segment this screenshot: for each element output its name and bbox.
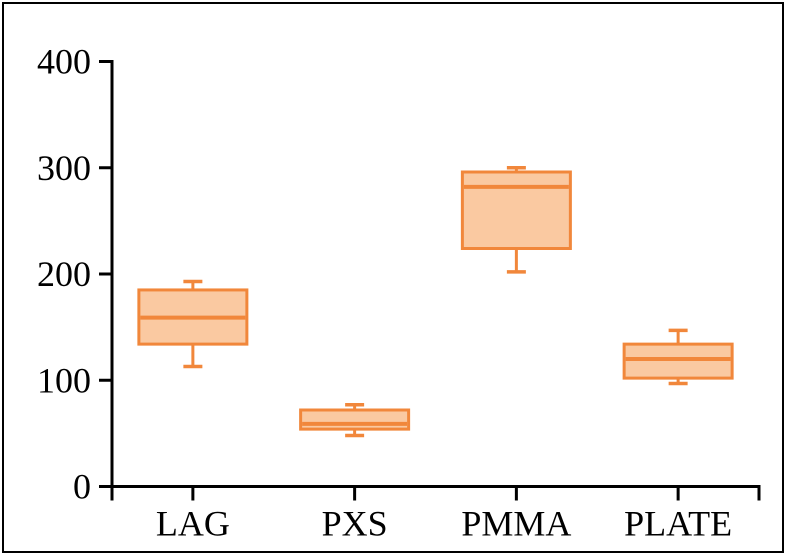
box-rect [460,170,572,250]
y-tick-label: 200 [37,254,91,294]
category-label: LAG [156,504,230,544]
y-tick-label: 100 [37,360,91,400]
y-tick-label: 0 [73,467,91,507]
category-label: PXS [322,504,388,544]
category-label: PMMA [461,504,571,544]
box-rect [622,342,734,380]
y-tick-label: 300 [37,148,91,188]
category-label: PLATE [624,504,732,544]
box-rect [299,408,411,431]
y-tick-label: 400 [37,42,91,82]
